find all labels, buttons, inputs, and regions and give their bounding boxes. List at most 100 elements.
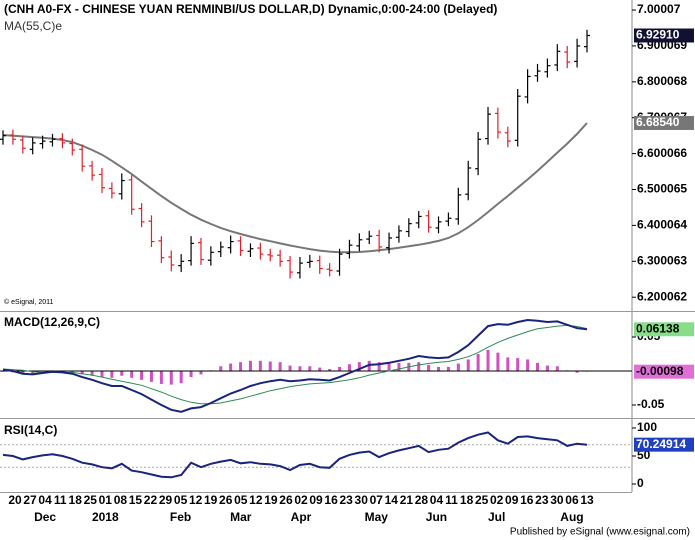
copyright: © eSignal, 2011 <box>4 298 54 306</box>
y-tick-label: 0 <box>637 476 644 490</box>
x-tick-label: 14 <box>385 493 399 507</box>
y-tick-label: 6.200062 <box>637 289 687 303</box>
x-tick-label: 02 <box>490 493 504 507</box>
histogram-bar <box>258 360 262 372</box>
histogram-bar <box>110 371 114 378</box>
x-tick-label: 06 <box>565 493 579 507</box>
x-tick-label: 02 <box>294 493 308 507</box>
x-tick-label: 28 <box>415 493 429 507</box>
x-tick-label: 16 <box>324 493 338 507</box>
histogram-bar <box>466 359 470 372</box>
footer: Published by eSignal (www.esignal.com) <box>510 527 690 538</box>
histogram-bar <box>159 371 163 384</box>
y-tick-label: 100 <box>637 420 657 434</box>
histogram-bar <box>456 363 460 372</box>
histogram-bar <box>100 371 104 378</box>
month-label: Apr <box>291 510 312 524</box>
histogram-bar <box>229 363 233 372</box>
histogram-bar <box>278 362 282 372</box>
histogram-bar <box>437 366 441 372</box>
histogram-bar <box>149 371 153 382</box>
x-tick-label: 25 <box>84 493 98 507</box>
histogram-bar <box>526 359 530 372</box>
x-tick-label: 20 <box>8 493 22 507</box>
x-tick-label: 23 <box>339 493 353 507</box>
chart-title: (CNH A0-FX - CHINESE YUAN RENMINBI/US DO… <box>4 2 497 16</box>
value-label-box <box>634 364 694 379</box>
value-label: 70.24914 <box>636 437 686 451</box>
value-label: 0.06138 <box>636 321 680 335</box>
month-label: Dec <box>34 510 56 524</box>
histogram-bar <box>189 371 193 378</box>
y-tick-label: 6.400064 <box>637 218 687 232</box>
x-tick-label: 22 <box>144 493 158 507</box>
x-tick-label: 18 <box>460 493 474 507</box>
y-tick-label: 7.00007 <box>637 2 681 16</box>
x-tick-label: 19 <box>264 493 278 507</box>
value-label-box <box>634 115 694 130</box>
histogram-bar <box>555 366 559 372</box>
x-tick-label: 19 <box>204 493 218 507</box>
histogram-bar <box>31 371 35 374</box>
x-tick-label: 09 <box>309 493 323 507</box>
histogram-bar <box>80 371 84 375</box>
histogram-bar <box>536 362 540 372</box>
histogram-bar <box>90 371 94 376</box>
histogram-bar <box>239 362 243 372</box>
x-tick-label: 05 <box>234 493 248 507</box>
x-tick-label: 04 <box>430 493 444 507</box>
histogram-bar <box>308 366 312 372</box>
x-tick-label: 12 <box>189 493 203 507</box>
x-tick-label: 23 <box>535 493 549 507</box>
panel-title: RSI(14,C) <box>4 423 57 437</box>
histogram-bar <box>347 364 351 372</box>
histogram-bar <box>248 360 252 372</box>
month-label: May <box>365 510 389 524</box>
signal-line <box>2 324 588 405</box>
histogram-bar <box>377 362 381 372</box>
y-tick-label: 6.500065 <box>637 182 687 196</box>
x-tick-label: 11 <box>54 493 67 507</box>
histogram-bar <box>387 362 391 372</box>
x-tick-label: 13 <box>580 493 594 507</box>
month-label: Feb <box>170 510 191 524</box>
histogram-bar <box>70 371 74 373</box>
y-tick-label: 50 <box>637 448 651 462</box>
value-label-box <box>634 437 694 452</box>
x-tick-label: 26 <box>279 493 293 507</box>
x-tick-label: 16 <box>520 493 534 507</box>
histogram-bar <box>446 366 450 372</box>
x-tick-label: 08 <box>114 493 128 507</box>
month-label: Jul <box>488 510 505 524</box>
histogram-bar <box>417 362 421 372</box>
x-tick-label: 21 <box>400 493 414 507</box>
histogram-bar <box>575 371 579 373</box>
histogram-bar <box>545 365 549 372</box>
histogram-bar <box>120 371 124 376</box>
value-label: -0.00098 <box>636 364 684 378</box>
indicator-label: MA(55,C)e <box>4 19 62 33</box>
histogram-bar <box>169 371 173 385</box>
moving-average-line <box>2 122 588 254</box>
x-tick-label: 01 <box>99 493 113 507</box>
histogram-bar <box>506 357 510 372</box>
histogram-bar <box>328 368 332 372</box>
macd-line <box>2 318 588 413</box>
x-tick-label: 30 <box>550 493 564 507</box>
month-label: Aug <box>560 510 583 524</box>
x-tick-label: 30 <box>355 493 369 507</box>
y-tick-label: 6.300063 <box>637 253 687 267</box>
x-tick-label: 26 <box>219 493 233 507</box>
x-tick-label: 27 <box>23 493 37 507</box>
histogram-bar <box>298 366 302 372</box>
x-tick-label: 07 <box>370 493 384 507</box>
y-tick-label: 6.600066 <box>637 146 687 160</box>
month-label: 2018 <box>92 510 119 524</box>
y-tick-label: -0.05 <box>637 397 665 411</box>
histogram-bar <box>318 367 322 372</box>
histogram-bar <box>516 358 520 372</box>
rsi-line <box>2 431 588 479</box>
histogram-bar <box>219 366 223 372</box>
x-tick-label: 05 <box>174 493 188 507</box>
